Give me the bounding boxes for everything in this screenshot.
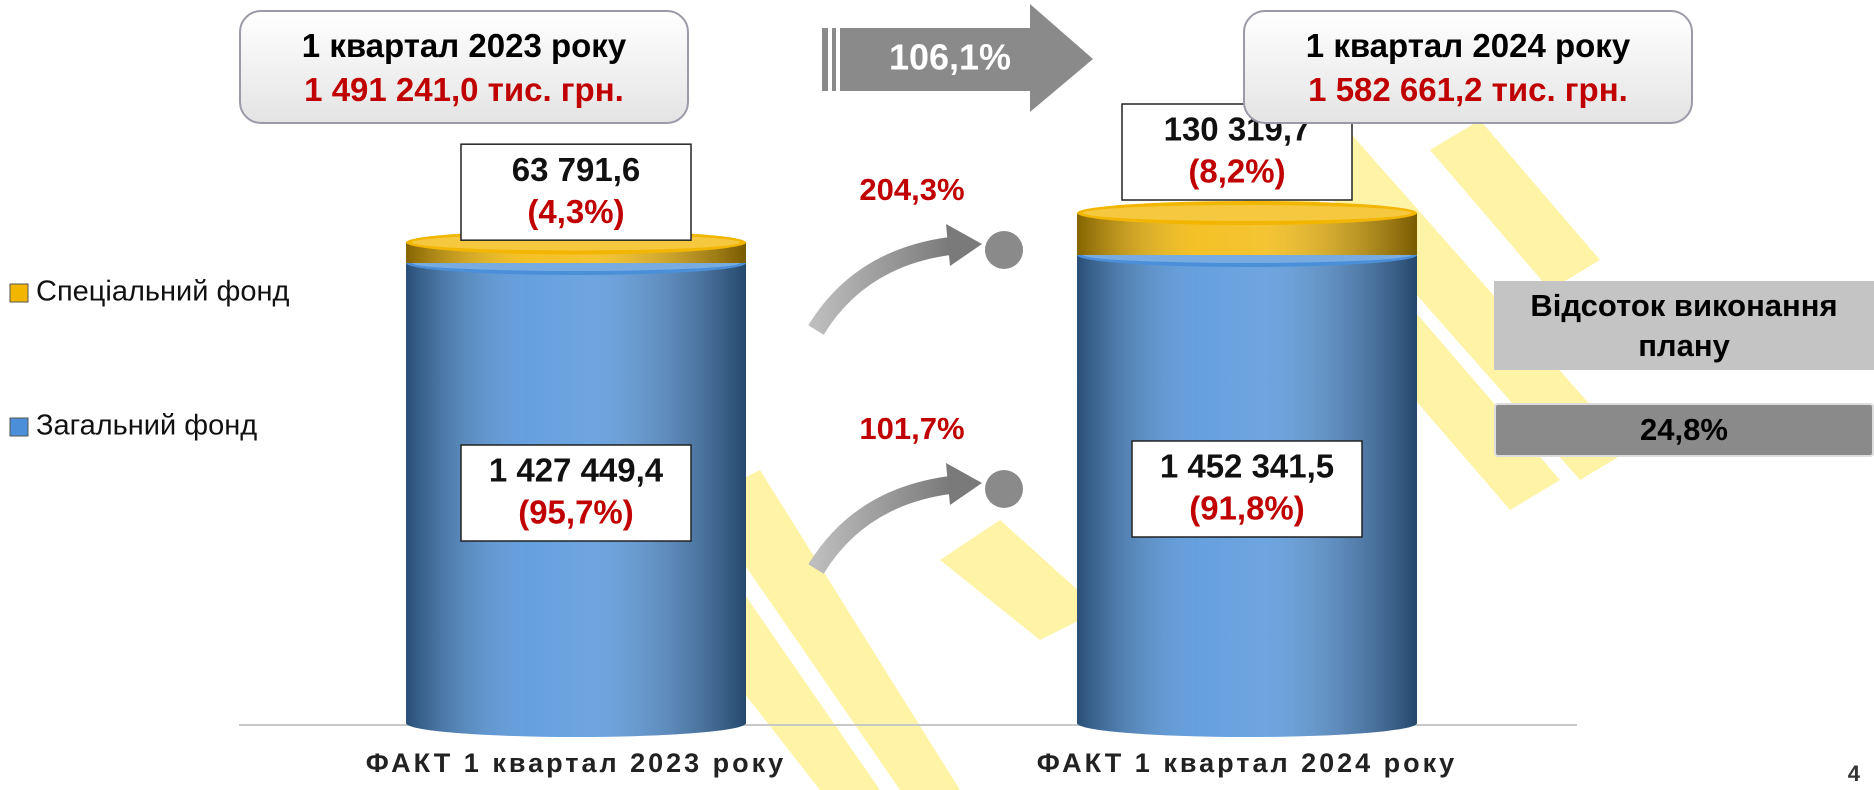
share-label: (95,7%) xyxy=(518,494,634,531)
legend-swatch xyxy=(9,283,29,303)
plan-title: Відсоток виконання плану xyxy=(1494,281,1874,370)
growth-arrow xyxy=(808,237,952,335)
growth-label: 101,7% xyxy=(859,411,964,446)
label-box xyxy=(460,143,692,241)
total-growth-arrow xyxy=(822,4,1093,112)
total-box: 1 квартал 2024 року 1 582 661,2 тис. грн… xyxy=(1243,10,1693,124)
label-box xyxy=(1131,440,1363,538)
growth-dot xyxy=(985,469,1023,508)
share-label: (4,3%) xyxy=(527,193,624,230)
plan-value: 24,8% xyxy=(1494,403,1874,457)
growth-arrow-head xyxy=(946,462,982,505)
legend-label: Спеціальний фонд xyxy=(36,276,289,308)
value-label: 1 452 341,5 xyxy=(1160,448,1334,485)
legend-label: Загальний фонд xyxy=(36,410,257,442)
total-box: 1 квартал 2023 року 1 491 241,0 тис. грн… xyxy=(239,10,689,124)
total: 1 491 241,0 тис. грн. xyxy=(304,71,624,108)
x-tick-label: ФАКТ 1 квартал 2023 року xyxy=(366,748,786,778)
total-growth-label: 106,1% xyxy=(889,37,1011,78)
share-label: (8,2%) xyxy=(1188,153,1285,190)
total: 1 582 661,2 тис. грн. xyxy=(1308,71,1628,108)
growth-arrow xyxy=(808,476,952,574)
page-number: 4 xyxy=(1848,761,1861,786)
growth-label: 204,3% xyxy=(859,172,964,207)
x-tick-label: ФАКТ 1 квартал 2024 року xyxy=(1037,748,1457,778)
legend-swatch xyxy=(9,417,29,437)
cylinder-segment xyxy=(1077,201,1417,255)
growth-dot xyxy=(985,231,1023,269)
label-box xyxy=(460,444,692,542)
share-label: (91,8%) xyxy=(1189,490,1305,527)
value-label: 63 791,6 xyxy=(512,151,640,188)
value-label: 1 427 449,4 xyxy=(489,452,664,489)
growth-arrow-head xyxy=(946,224,982,266)
period: 1 квартал 2024 року xyxy=(1305,27,1631,64)
period: 1 квартал 2023 року xyxy=(301,27,627,64)
